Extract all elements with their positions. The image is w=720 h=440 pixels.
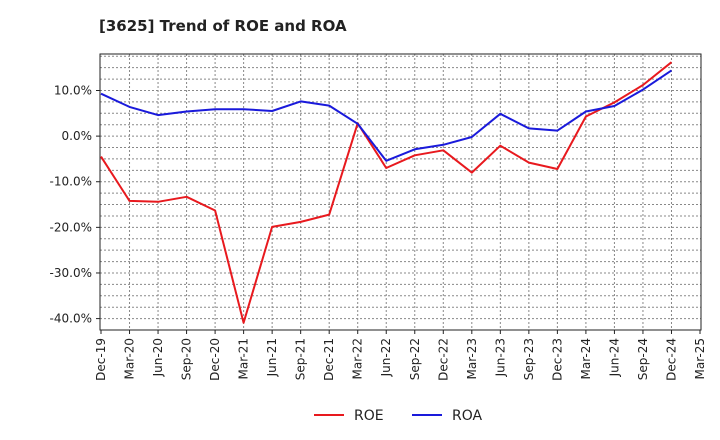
x-tick-label: Dec-22: [436, 338, 450, 381]
legend-label-roe: ROE: [354, 408, 384, 424]
x-tick-label: Mar-24: [579, 338, 593, 379]
plot-area: [99, 53, 702, 331]
y-axis: 10.0% 0.0% -10.0% -20.0% -30.0% -40.0%: [50, 83, 100, 326]
chart-title: [3625] Trend of ROE and ROA: [99, 17, 347, 35]
legend: ROE ROA: [314, 408, 483, 424]
x-tick-label: Mar-23: [465, 338, 479, 379]
x-tick-label: Jun-20: [151, 338, 165, 377]
y-tick-label: -20.0%: [50, 220, 92, 234]
x-tick-label: Dec-19: [94, 338, 108, 381]
x-tick-label: Mar-20: [123, 338, 137, 379]
series-lines: [100, 61, 673, 324]
y-tick-label: -40.0%: [50, 312, 92, 326]
x-tick-label: Dec-24: [664, 338, 678, 381]
x-tick-label: Mar-25: [693, 338, 707, 379]
x-tick-label: Dec-21: [322, 338, 336, 381]
legend-label-roa: ROA: [452, 408, 483, 424]
x-tick-label: Sep-24: [636, 338, 650, 380]
y-tick-label: 10.0%: [54, 83, 92, 97]
x-tick-label: Dec-23: [550, 338, 564, 381]
series-line-roa: [100, 69, 673, 162]
x-tick-label: Mar-22: [351, 338, 365, 379]
x-tick-label: Jun-23: [493, 338, 507, 377]
x-tick-label: Jun-21: [265, 338, 279, 377]
x-tick-label: Jun-22: [379, 338, 393, 377]
series-line-roe: [100, 61, 673, 324]
x-tick-label: Dec-20: [208, 338, 222, 381]
x-tick-label: Jun-24: [607, 338, 621, 377]
grid: [100, 54, 701, 330]
x-tick-label: Sep-22: [408, 338, 422, 380]
x-tick-label: Sep-23: [522, 338, 536, 380]
x-tick-label: Sep-21: [294, 338, 308, 380]
y-tick-label: 0.0%: [62, 129, 93, 143]
x-axis: Dec-19 Mar-20 Jun-20 Sep-20 Dec-20 Mar-21 Jun-…: [94, 330, 707, 381]
y-tick-label: -30.0%: [50, 266, 92, 280]
x-tick-label: Sep-20: [180, 338, 194, 380]
y-tick-label: -10.0%: [50, 175, 92, 189]
x-tick-label: Mar-21: [237, 338, 251, 379]
